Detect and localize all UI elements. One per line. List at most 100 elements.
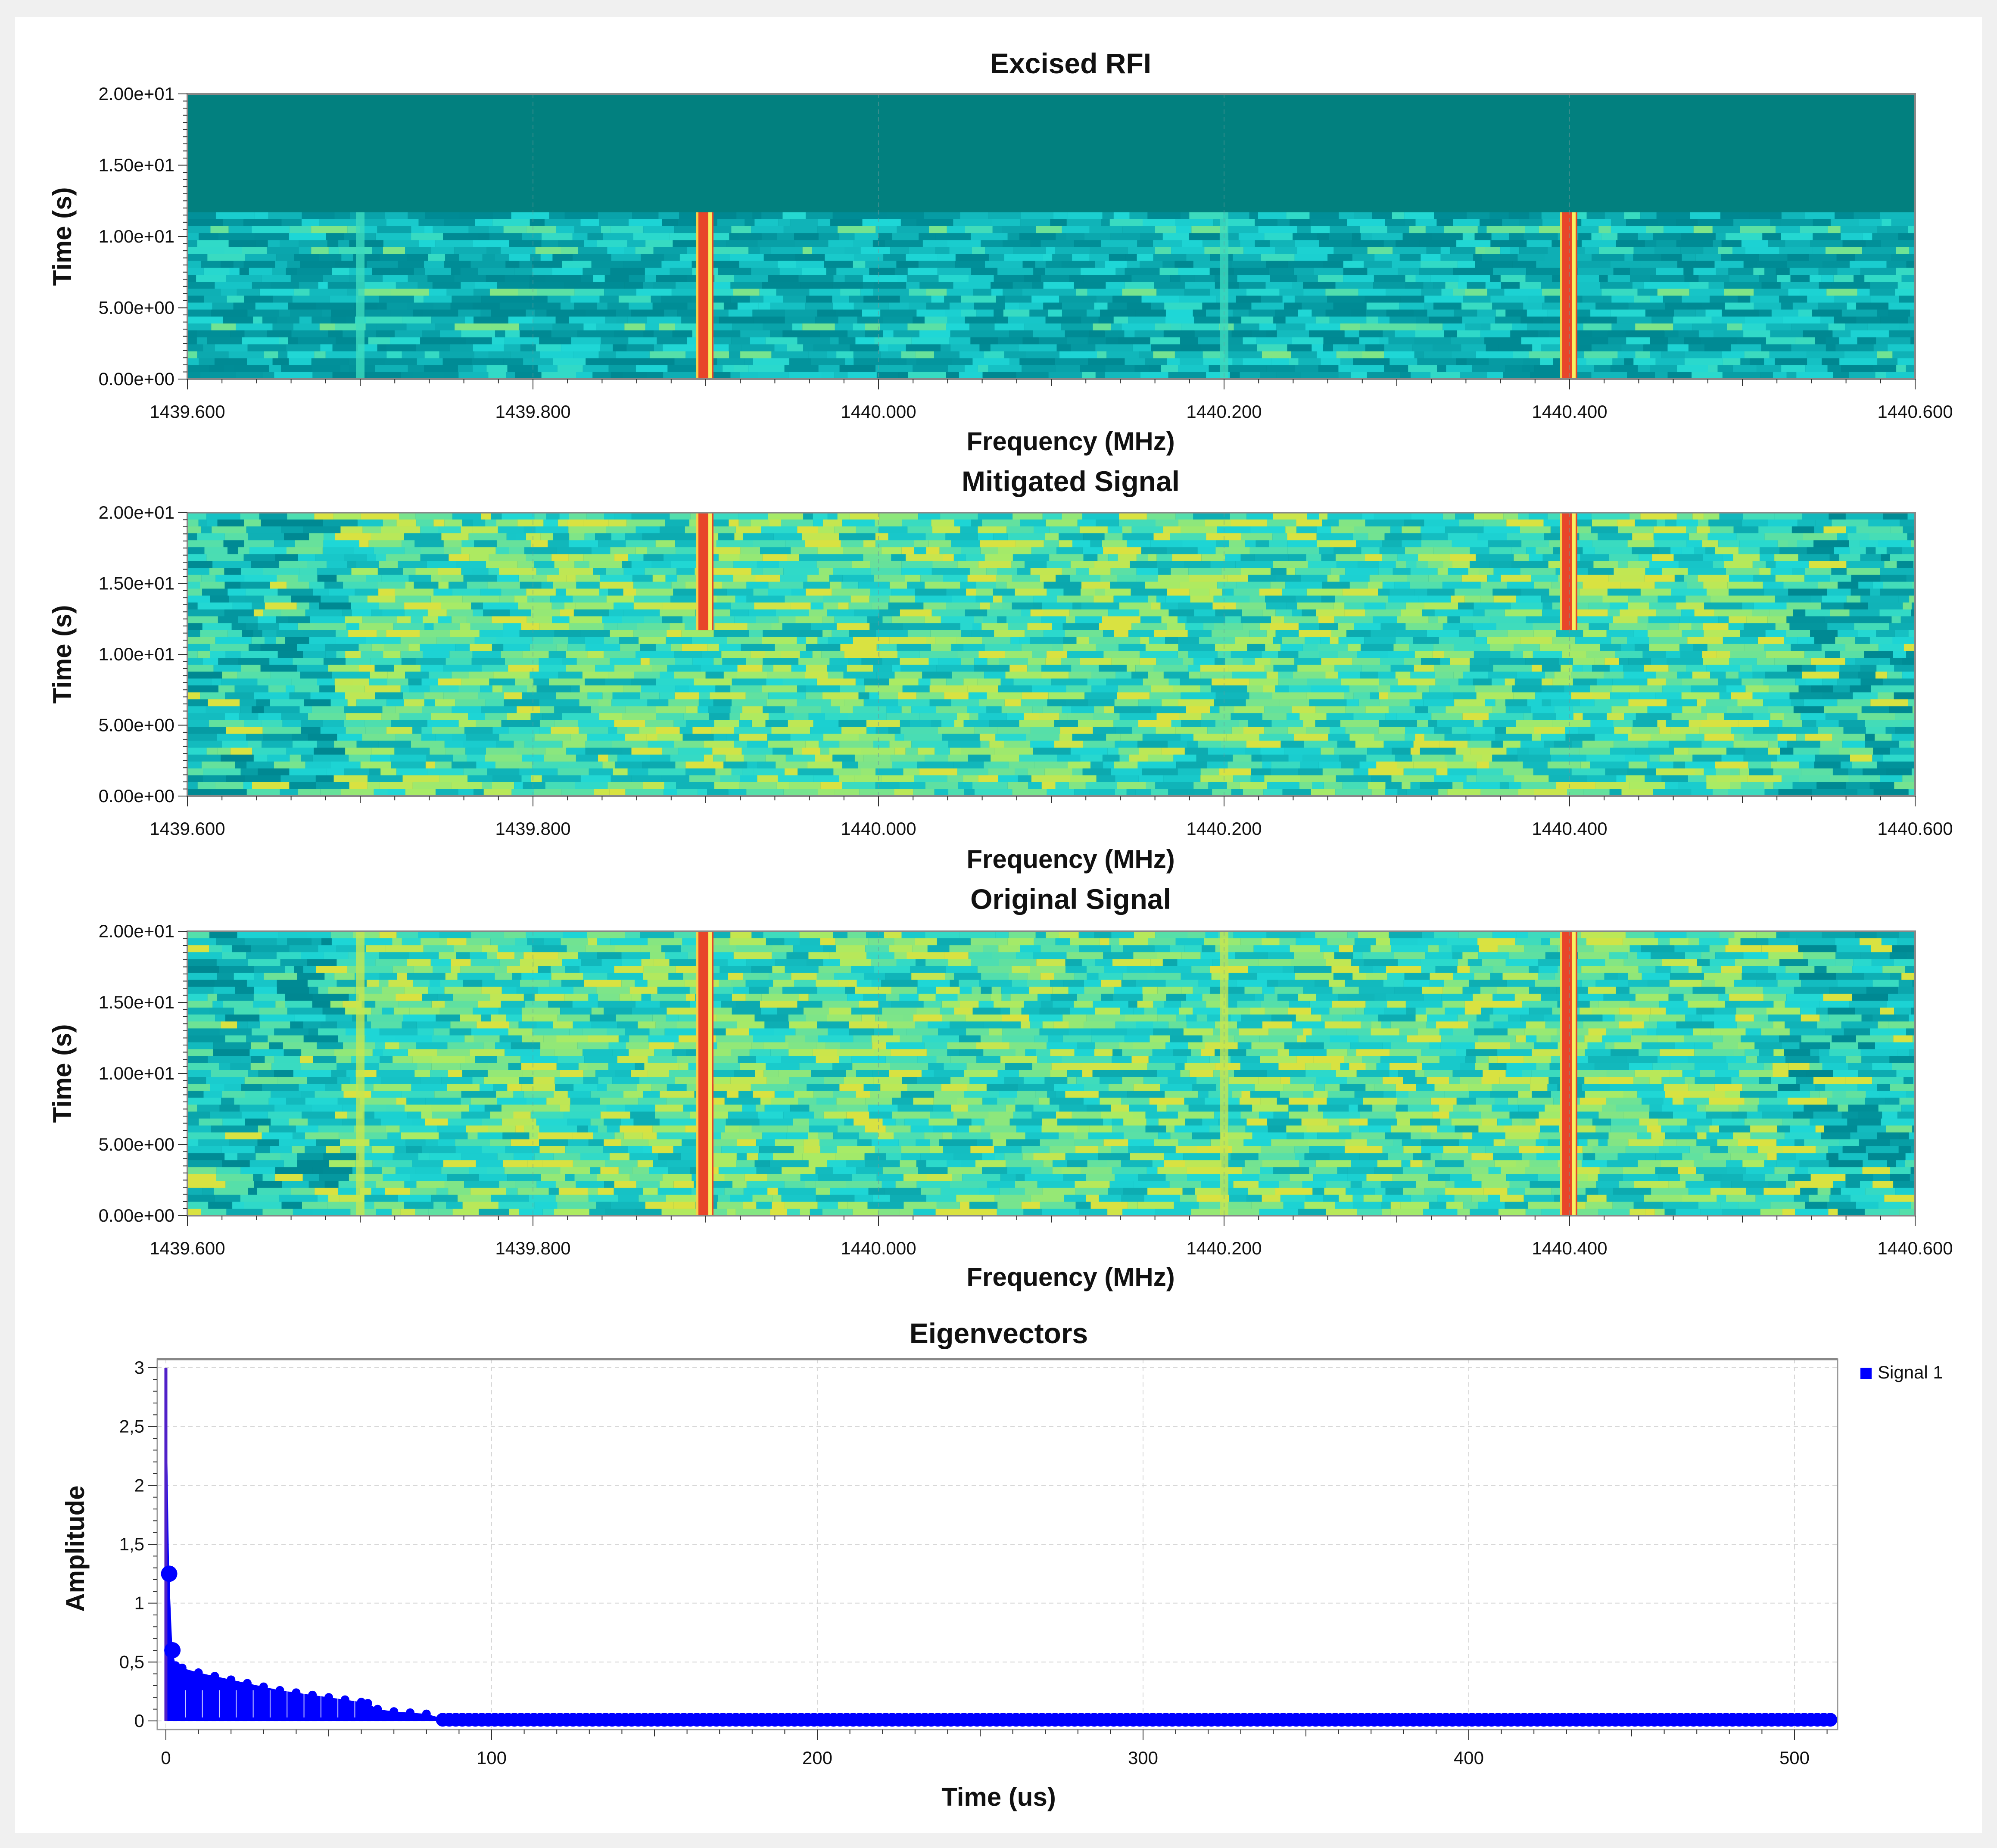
heatmap-cell (1684, 358, 1723, 366)
heatmap-cell (545, 782, 575, 790)
heatmap-cell (1779, 247, 1813, 254)
heatmap-cell (1352, 658, 1380, 665)
heatmap-cell (888, 344, 906, 352)
heatmap-cell (1001, 706, 1032, 713)
heatmap-cell (611, 740, 648, 748)
heatmap-cell (1065, 616, 1075, 624)
heatmap-cell (1886, 768, 1912, 776)
heatmap-cell (1791, 699, 1804, 706)
heatmap-cell (539, 727, 551, 734)
heatmap-cell (1227, 782, 1240, 790)
heatmap-cell (584, 533, 595, 541)
heatmap-cell (1677, 261, 1715, 268)
heatmap-cell (768, 588, 791, 596)
heatmap-cell (1395, 330, 1415, 338)
heatmap-cell (853, 637, 890, 644)
heatmap-cell (1857, 289, 1870, 296)
heatmap-cell (785, 309, 817, 317)
heatmap-cell (325, 351, 364, 359)
heatmap-cell (1837, 533, 1848, 541)
heatmap-cell (1057, 595, 1094, 603)
heatmap-cell (215, 344, 248, 352)
heatmap-cell (841, 727, 867, 734)
heatmap-cell (1535, 692, 1571, 700)
heatmap-cell (1330, 226, 1360, 233)
heatmap-cell (1493, 268, 1527, 275)
heatmap-cell (840, 644, 877, 651)
heatmap-cell (1156, 727, 1176, 734)
heatmap-cell (1282, 637, 1305, 644)
heatmap-cell (828, 240, 853, 247)
heatmap-cell (1378, 316, 1390, 324)
heatmap-cell (832, 296, 850, 303)
heatmap-cell (259, 513, 287, 520)
heatmap-cell (1062, 513, 1082, 520)
heatmap-cell (229, 595, 245, 603)
heatmap-cell (914, 775, 947, 783)
heatmap-cell (442, 575, 464, 582)
heatmap-cell (471, 358, 504, 366)
heatmap-cell (1093, 323, 1111, 331)
heatmap-cell (511, 212, 549, 220)
heatmap-cell (1760, 554, 1775, 561)
heatmap-cell (1041, 240, 1075, 247)
heatmap-cell (1389, 588, 1414, 596)
heatmap-cell (1450, 658, 1470, 665)
heatmap-cell (1440, 254, 1474, 261)
heatmap-cell (844, 247, 861, 254)
heatmap-cell (1127, 302, 1151, 310)
heatmap-cell (1450, 685, 1475, 693)
heatmap-cell (1445, 526, 1484, 534)
heatmap-cell (1307, 513, 1319, 520)
heatmap-cell (1042, 602, 1073, 610)
heatmap-cell (1769, 720, 1782, 727)
heatmap-cell (901, 547, 914, 554)
heatmap-cell (640, 658, 650, 665)
heatmap-cell (1270, 623, 1299, 631)
heatmap-cell (1397, 789, 1407, 796)
heatmap-cell (1126, 665, 1136, 672)
heatmap-cell (989, 254, 1004, 261)
heatmap-cell (517, 561, 534, 568)
heatmap-cell (1319, 547, 1334, 554)
heatmap-cell (623, 609, 660, 617)
heatmap-cell (876, 672, 895, 679)
heatmap-cell (1246, 513, 1273, 520)
heatmap-cell (1632, 720, 1657, 727)
heatmap-cell (1335, 789, 1372, 796)
heatmap-cell (460, 268, 478, 275)
heatmap-cell (1620, 609, 1656, 617)
heatmap-cell (530, 219, 545, 227)
heatmap-cell (1836, 254, 1855, 261)
heatmap-cell (836, 351, 854, 359)
heatmap-cell (900, 658, 929, 665)
heatmap-cell (1704, 344, 1731, 352)
heatmap-cell (501, 720, 540, 727)
heatmap-cell (1180, 358, 1203, 366)
heatmap-cell (623, 568, 645, 575)
heatmap-cell (1102, 540, 1127, 548)
heatmap-cell (737, 672, 767, 679)
heatmap-cell (655, 644, 671, 651)
heatmap-cell (365, 685, 401, 693)
heatmap-cell (834, 526, 856, 534)
heatmap-cell (1219, 706, 1234, 713)
heatmap-cell (757, 240, 795, 247)
heatmap-cell (1534, 789, 1567, 796)
heatmap-cell (1111, 658, 1140, 665)
heatmap-cell (259, 289, 294, 296)
heatmap-cell (674, 672, 706, 679)
heatmap-cell (187, 302, 212, 310)
heatmap-cell (553, 533, 570, 541)
heatmap-cell (1667, 344, 1689, 352)
heatmap-cell (1137, 240, 1153, 247)
heatmap-cell (547, 296, 571, 303)
heatmap-cell (273, 296, 293, 303)
heatmap-cell (857, 316, 883, 324)
heatmap-cell (798, 275, 834, 282)
heatmap-cell (776, 609, 809, 617)
heatmap-cell (495, 761, 533, 769)
heatmap-cell (605, 568, 624, 575)
heatmap-cell (685, 706, 698, 713)
heatmap-cell (493, 212, 511, 220)
